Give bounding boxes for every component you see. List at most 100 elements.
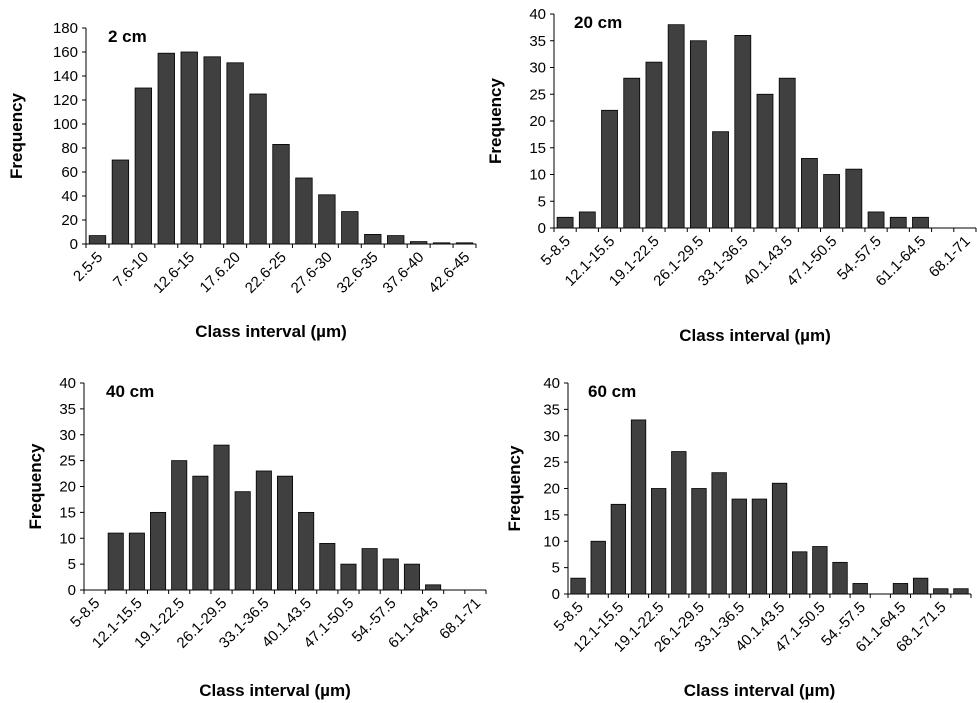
bar-35.1-37.5 bbox=[387, 235, 405, 245]
bar-71.6-75 bbox=[953, 588, 969, 595]
y-tick-label: 5 bbox=[68, 556, 76, 573]
x-tick-label: 32.6-35 bbox=[334, 249, 382, 297]
bar-64.6-68 bbox=[912, 577, 929, 595]
y-tick-label: 40 bbox=[543, 375, 560, 392]
bar-19.1-22.5 bbox=[651, 488, 667, 595]
y-tick-label: 180 bbox=[53, 20, 78, 37]
bar-5-8.5 bbox=[570, 577, 586, 595]
bar-8.6-12 bbox=[107, 532, 124, 591]
y-tick-label: 5 bbox=[552, 560, 560, 577]
y-tick-label: 20 bbox=[61, 212, 78, 229]
bar-22.6-26 bbox=[667, 24, 685, 229]
x-tick-label: 12.6-15 bbox=[150, 249, 198, 297]
bar-5-8.5 bbox=[556, 216, 574, 229]
bar-12.1-15.5 bbox=[601, 109, 618, 229]
bar-47.1-50.5 bbox=[823, 174, 841, 229]
bar-42.6-45 bbox=[455, 242, 474, 245]
bar-22.6-26 bbox=[671, 451, 687, 595]
bar-50.6-54 bbox=[361, 548, 378, 591]
bar-57.6-61 bbox=[889, 216, 907, 229]
y-tick-label: 40 bbox=[61, 188, 78, 205]
bar-19.1-22.5 bbox=[645, 61, 663, 229]
bar-40.1.43.5 bbox=[298, 511, 315, 591]
y-tick-label: 20 bbox=[59, 479, 76, 496]
y-tick-label: 160 bbox=[53, 44, 78, 61]
x-tick-label: 37.6-40 bbox=[379, 249, 427, 297]
y-tick-label: 40 bbox=[59, 375, 76, 392]
y-tick-label: 35 bbox=[59, 401, 76, 418]
bar-43.6-47 bbox=[319, 543, 336, 591]
y-tick-label: 20 bbox=[543, 481, 560, 498]
y-tick-label: 30 bbox=[59, 427, 76, 444]
panel-title: 2 cm bbox=[108, 27, 147, 46]
bar-30.1-32.5 bbox=[341, 211, 359, 245]
y-tick-label: 35 bbox=[529, 33, 546, 50]
y-axis-title: Frequency bbox=[505, 445, 524, 532]
bar-15.6-19 bbox=[150, 511, 167, 591]
bar-7.6-10 bbox=[134, 87, 153, 245]
panel-title: 60 cm bbox=[588, 382, 636, 401]
x-tick-label: 17.6.20 bbox=[197, 249, 244, 296]
bar-29.6-33 bbox=[711, 472, 727, 595]
x-tick-label: 7.6-10 bbox=[110, 249, 152, 291]
bar-61.1-64.5 bbox=[892, 583, 909, 595]
bar-54.-57.5 bbox=[867, 211, 885, 229]
bar-2.5-5 bbox=[88, 235, 107, 245]
y-axis-title: Frequency bbox=[26, 443, 45, 530]
y-tick-label: 15 bbox=[59, 504, 76, 521]
y-tick-label: 5 bbox=[538, 193, 546, 210]
y-tick-label: 15 bbox=[529, 140, 546, 157]
bar-10.1-12.5 bbox=[157, 52, 175, 245]
y-tick-label: 120 bbox=[53, 92, 78, 109]
bar-50.6-54 bbox=[845, 168, 863, 229]
bar-22.6-26 bbox=[192, 475, 209, 591]
x-axis-title: Class interval (µm) bbox=[684, 681, 836, 700]
bar-12.1-15.5 bbox=[128, 532, 145, 591]
bar-29.6-33 bbox=[234, 491, 251, 591]
x-tick-label: 5-8.5 bbox=[538, 233, 574, 269]
bar-33.1-36.5 bbox=[255, 470, 272, 591]
y-tick-label: 100 bbox=[53, 116, 78, 133]
bar-47.1-50.5 bbox=[812, 546, 828, 595]
bar-50.6-54 bbox=[832, 561, 848, 595]
bar-19.1-22.5 bbox=[171, 460, 188, 591]
bar-27.6-30 bbox=[318, 194, 336, 245]
y-tick-label: 15 bbox=[543, 507, 560, 524]
bar-8.6-12 bbox=[590, 540, 606, 595]
chart-panel-1: 05101520253035405-8.512.1-15.519.1-22.52… bbox=[486, 6, 977, 345]
bar-32.6-35 bbox=[364, 233, 382, 245]
bar-40.1-42.5 bbox=[432, 242, 451, 245]
y-tick-label: 140 bbox=[53, 68, 78, 85]
x-tick-label: 27.6-30 bbox=[288, 249, 336, 297]
bar-36.6-40 bbox=[756, 93, 774, 229]
y-tick-label: 35 bbox=[543, 401, 560, 418]
bar-22.6-25 bbox=[272, 143, 290, 245]
bar-15.1-17.5 bbox=[203, 56, 221, 245]
bar-43.6-47 bbox=[792, 551, 808, 595]
bar-61.1-64.5 bbox=[912, 216, 929, 229]
chart-panel-2: 05101520253035405-8.512.1-15.519.1-22.52… bbox=[26, 375, 487, 700]
panel-title: 20 cm bbox=[574, 13, 622, 32]
bar-15.6-19 bbox=[630, 419, 647, 595]
y-tick-label: 25 bbox=[59, 453, 76, 470]
bar-8.6-12 bbox=[578, 211, 596, 229]
x-tick-label: 68.1-71 bbox=[436, 595, 484, 643]
y-tick-label: 0 bbox=[68, 582, 76, 599]
bar-36.6-40 bbox=[751, 498, 768, 595]
y-tick-label: 10 bbox=[543, 533, 560, 550]
y-tick-label: 0 bbox=[70, 236, 78, 253]
chart-panel-0: 0 20 40 60 80 100 120 140 160 180 2.5-5 7.6-1012.6-… bbox=[7, 20, 477, 341]
panel-title: 40 cm bbox=[106, 382, 154, 401]
bar-5.1-7.5 bbox=[111, 159, 130, 245]
bar-26.1-29.5 bbox=[691, 488, 707, 595]
bar-15.6-19 bbox=[623, 77, 641, 229]
bar-12.1-15.5 bbox=[610, 503, 627, 595]
x-tick-label: 2.5-5 bbox=[70, 249, 106, 285]
y-tick-label: 40 bbox=[529, 6, 546, 23]
bar-33.1-36.5 bbox=[734, 35, 752, 229]
bar-54.-57.5 bbox=[852, 583, 868, 595]
bar-36.6-40 bbox=[276, 475, 294, 591]
bar-40.1.43.5 bbox=[771, 482, 788, 595]
y-tick-label: 10 bbox=[59, 530, 76, 547]
